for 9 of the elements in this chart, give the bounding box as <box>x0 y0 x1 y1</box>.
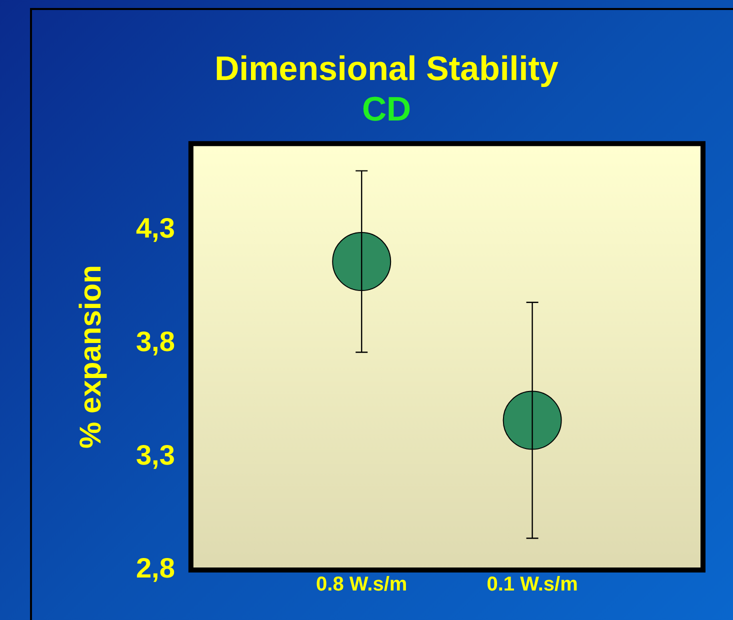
y-axis-title: % expansion <box>74 265 108 448</box>
x-tick-label: 0.1 W.s/m <box>486 574 578 596</box>
x-tick-label: 0.8 W.s/m <box>316 574 408 596</box>
chart-subtitle: CD <box>362 90 412 129</box>
y-tick-label: 4,3 <box>136 212 175 244</box>
chart-title: Dimensional Stability <box>214 50 559 88</box>
y-tick-label: 3,3 <box>136 439 175 470</box>
y-tick-label: 3,8 <box>136 326 175 357</box>
y-tick-label: 2,8 <box>136 552 175 584</box>
